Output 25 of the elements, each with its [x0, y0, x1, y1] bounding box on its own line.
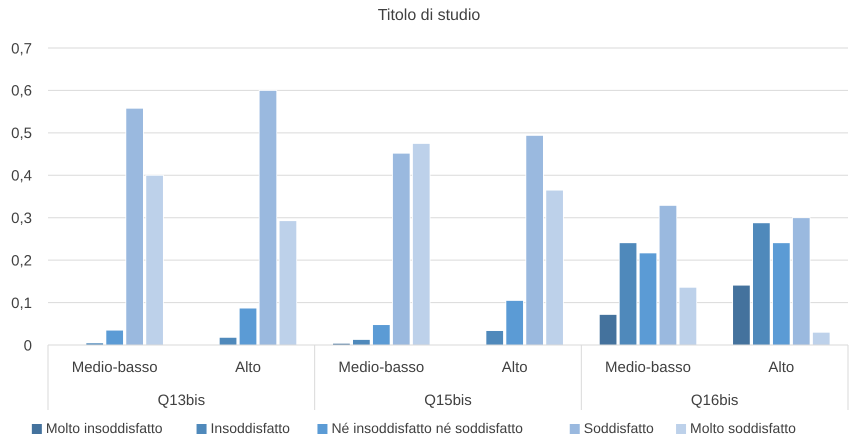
x-tick-label: Alto	[768, 359, 794, 376]
text: Q16bis	[690, 392, 738, 409]
y-tick-label: 0,7	[11, 40, 32, 58]
y-tick-label: 0,3	[11, 210, 32, 227]
legend-label: Soddisfatto	[584, 420, 654, 436]
legend-label: Insoddisfatto	[210, 420, 290, 436]
text: Q13bis	[158, 392, 206, 409]
bar	[638, 252, 658, 346]
y-tick-label: 0	[24, 337, 32, 354]
chart-title: Titolo di studio	[378, 7, 480, 24]
x-tick-label: Alto	[235, 359, 261, 376]
legend-label: Molto insoddisfatto	[46, 420, 163, 436]
legend-label: Molto soddisfatto	[690, 420, 796, 436]
legend-label: Né insoddisfatto né soddisfatto	[331, 420, 524, 436]
y-tick-label: 0,2	[11, 252, 32, 270]
y-tick-label: 0,4	[11, 168, 32, 185]
x-tick-label: Medio-basso	[72, 359, 158, 376]
x-tick-label: Medio-basso	[338, 359, 424, 376]
y-tick-label: 0,6	[11, 82, 32, 100]
y-tick-label: 0,5	[11, 125, 32, 142]
x-tick-label: Alto	[502, 359, 528, 376]
y-tick-label: 0,1	[11, 294, 32, 312]
bar	[238, 308, 258, 346]
x-tick-label: Medio-basso	[605, 359, 691, 376]
text: Q15bis	[424, 392, 472, 409]
